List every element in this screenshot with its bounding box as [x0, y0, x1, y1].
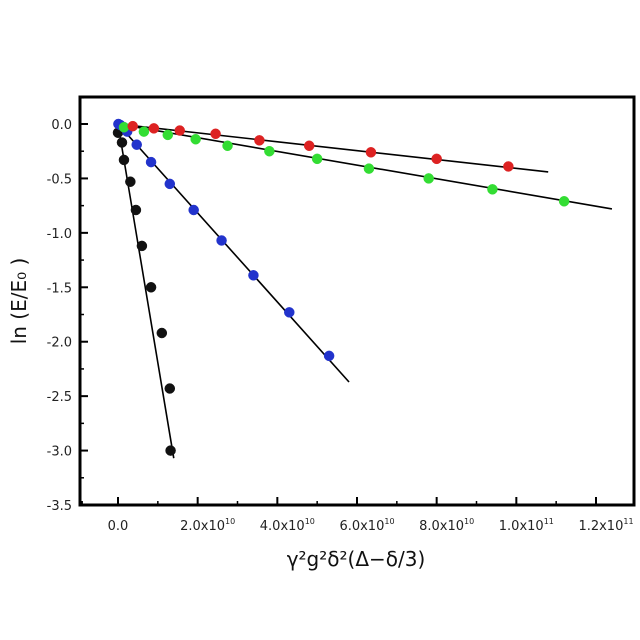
data-point-blue	[131, 139, 142, 150]
data-point-blue	[284, 307, 295, 318]
y-tick-label: -2.0	[47, 336, 72, 351]
data-point-black	[164, 383, 176, 394]
y-axis-title: ln (E/E₀ )	[7, 258, 31, 345]
data-point-red	[174, 125, 185, 136]
x-tick-label: 8.0x1010	[419, 517, 474, 534]
data-point-black	[130, 204, 142, 216]
data-point-blue	[216, 235, 227, 246]
y-tick-label: 0.0	[51, 118, 72, 133]
data-point-blue	[248, 270, 259, 281]
y-tick-label: -2.5	[47, 390, 72, 405]
data-point-black	[125, 176, 136, 187]
data-point-green	[487, 184, 498, 195]
data-point-green	[264, 145, 275, 157]
fit-line-blue	[117, 123, 350, 383]
data-point-black	[116, 137, 128, 148]
data-point-green	[363, 163, 375, 174]
data-point-black-extra	[165, 445, 176, 456]
x-tick-label: 2.0x1010	[180, 517, 235, 534]
data-point-green	[118, 122, 130, 133]
data-point-red	[210, 128, 221, 140]
x-axis-title: γ²g²δ²(Δ−δ/3)	[287, 547, 426, 571]
x-tick-label: 1.0x1011	[499, 517, 554, 534]
data-point-blue	[164, 178, 176, 190]
y-tick-label: -0.5	[47, 172, 72, 187]
data-point-green	[311, 153, 323, 165]
x-tick-label: 4.0x1010	[260, 517, 315, 534]
data-point-red	[127, 120, 138, 132]
y-tick-label: -3.0	[47, 445, 72, 460]
data-point-red	[254, 135, 265, 146]
fit-line-red	[117, 123, 549, 173]
x-tick-label: 1.2x1011	[578, 517, 633, 534]
data-point-red	[365, 147, 377, 158]
data-point-green	[162, 129, 174, 141]
x-tick-label: 0.0	[108, 519, 129, 534]
data-point-red	[503, 161, 514, 172]
data-point-red	[148, 123, 160, 134]
data-point-red	[303, 140, 315, 152]
data-point-blue	[323, 350, 335, 362]
data-point-blue	[188, 204, 199, 216]
y-tick-label: -1.0	[47, 227, 72, 242]
data-point-green	[190, 133, 201, 145]
y-tick-label: -1.5	[47, 281, 72, 296]
data-point-green	[558, 196, 570, 207]
data-point-black	[145, 282, 157, 293]
fit-lines-layer	[117, 123, 613, 459]
data-point-green	[423, 173, 434, 184]
data-points-layer	[112, 118, 570, 456]
plot-frame	[78, 95, 636, 507]
data-point-black	[156, 327, 168, 339]
y-tick-label: -3.5	[47, 499, 72, 514]
data-point-green	[222, 140, 233, 152]
data-point-green	[138, 126, 150, 137]
data-point-blue	[145, 156, 157, 168]
data-point-black	[118, 154, 130, 166]
data-point-red	[431, 153, 442, 165]
fit-line-black	[117, 123, 175, 459]
data-point-black	[136, 240, 148, 252]
ticks-layer: 0.0 -0.5 -1.0 -1.5 -2.0 -2.5 -3.0 -3.5 0.0 2.0x10…	[47, 97, 634, 534]
x-tick-label: 6.0x1010	[339, 517, 394, 534]
